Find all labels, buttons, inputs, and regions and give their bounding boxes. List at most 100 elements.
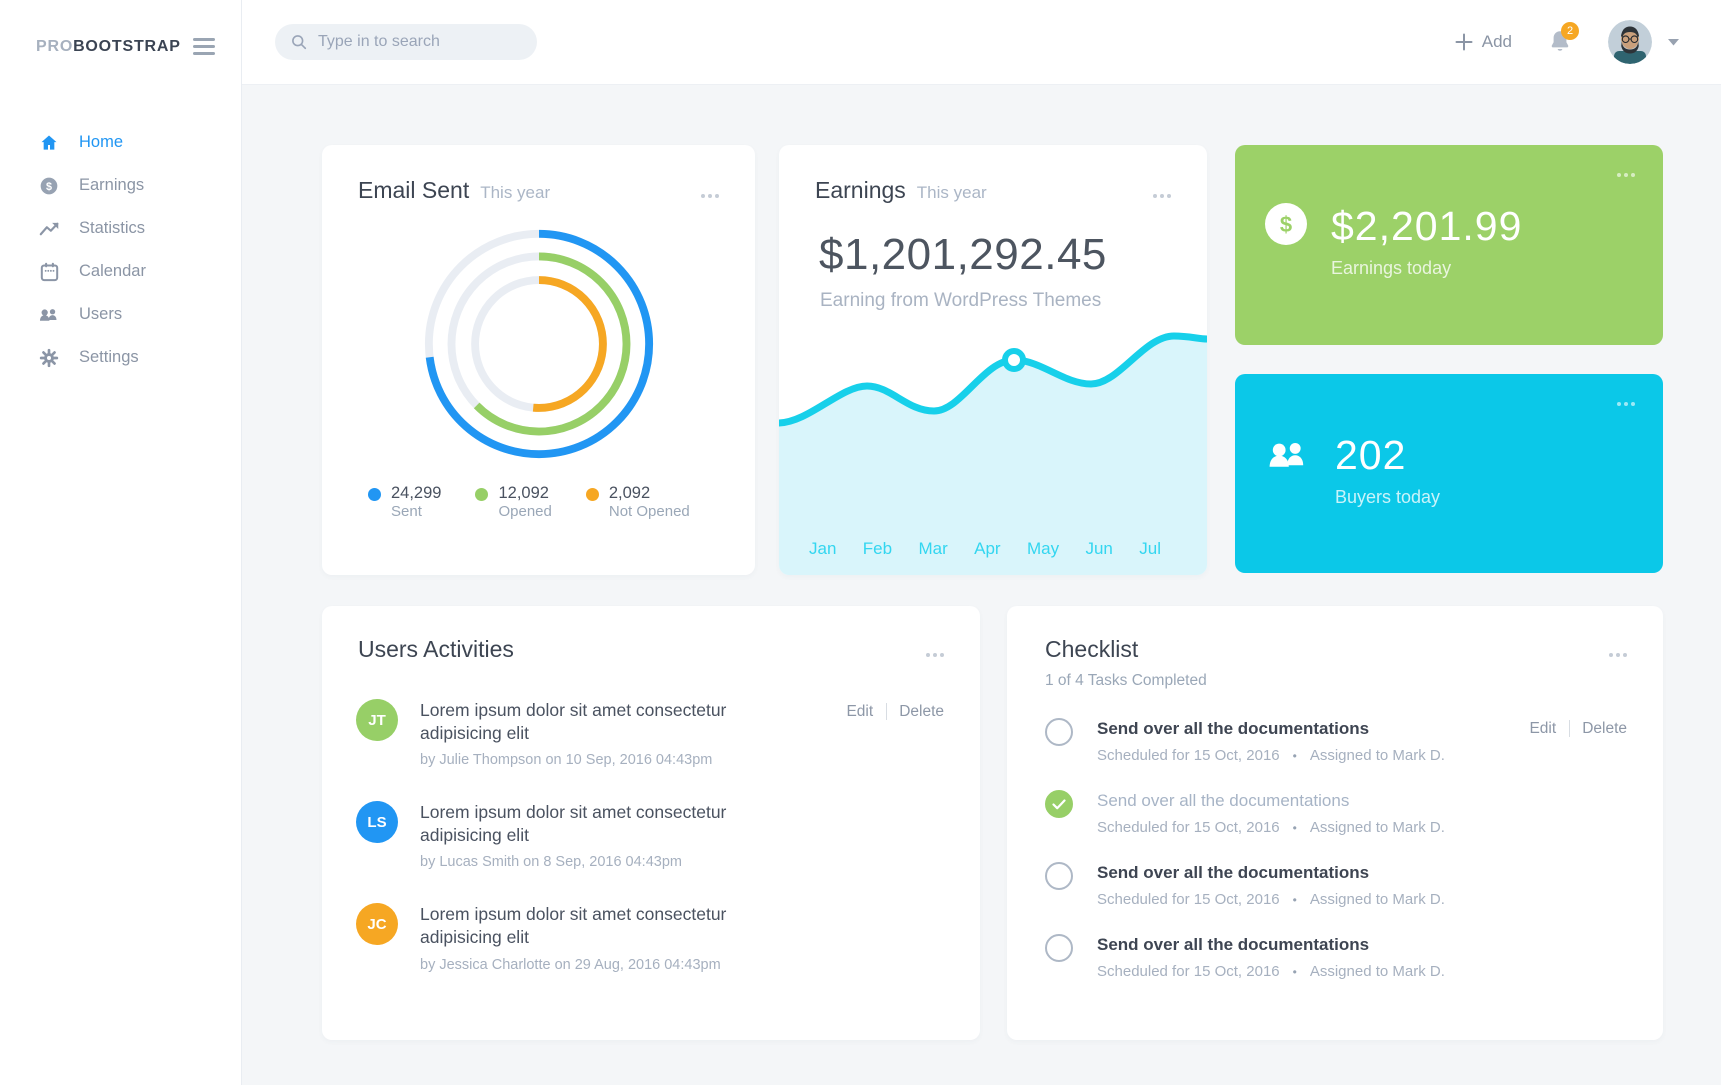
sidebar-item-settings[interactable]: Settings [0, 336, 241, 379]
sidebar-item-label: Home [79, 133, 124, 151]
sidebar-item-calendar[interactable]: Calendar [0, 250, 241, 293]
task-title: Send over all the documentations [1097, 719, 1370, 738]
sidebar-item-label: Statistics [79, 219, 146, 237]
earnings-today-card: $ $2,201.99 Earnings today [1235, 145, 1663, 345]
card-menu-icon[interactable] [923, 649, 944, 661]
card-menu-icon[interactable] [698, 190, 719, 202]
earnings-amount: $1,201,292.45 [819, 230, 1107, 279]
email-sent-period: This year [480, 183, 551, 202]
add-button[interactable]: Add [1455, 32, 1512, 52]
buyers-today-count: 202 [1335, 432, 1407, 478]
axis-label-feb[interactable]: Feb [862, 539, 893, 558]
activity-text: Lorem ipsum dolor sit amet consectetur a… [420, 700, 727, 744]
check-icon [1052, 798, 1066, 809]
earnings-subtitle: Earning from WordPress Themes [820, 290, 1102, 311]
legend-dot-sent [368, 488, 381, 501]
search-box[interactable] [275, 24, 537, 60]
stats-icon [37, 218, 61, 240]
edit-button[interactable]: Edit [846, 703, 888, 720]
sidebar-item-label: Users [79, 305, 123, 323]
task-assigned: Assigned to Mark D. [1309, 963, 1445, 980]
checkbox-circle[interactable] [1045, 718, 1073, 746]
task-scheduled: Scheduled for 15 Oct, 2016 [1097, 963, 1280, 980]
bullet-separator: • [1292, 820, 1297, 835]
avatar-initials: JT [356, 699, 398, 741]
sidebar-item-home[interactable]: Home [0, 121, 241, 164]
email-chart-legend: 24,299 Sent 12,092 Opened 2,092 Not Opened [322, 462, 755, 521]
dollar-circle-icon: $ [1265, 203, 1307, 245]
svg-text:$: $ [1280, 212, 1292, 237]
users-activities-card: Users Activities JT Lorem ipsum dolor si… [322, 606, 980, 1040]
checkbox-circle[interactable] [1045, 862, 1073, 890]
axis-label-jun[interactable]: Jun [1085, 539, 1113, 558]
card-menu-icon[interactable] [1614, 169, 1635, 181]
main-content: Email Sent This year [242, 85, 1721, 1040]
task-title: Send over all the documentations [1097, 791, 1350, 810]
search-icon [290, 33, 308, 51]
sidebar-nav: Home $ Earnings Statistics Calendar [0, 121, 241, 379]
users-icon [1265, 438, 1311, 470]
delete-button[interactable]: Delete [1582, 720, 1627, 737]
axis-label-apr[interactable]: Apr [974, 539, 1001, 558]
legend-value: 2,092 [608, 484, 651, 502]
activity-row: JT Lorem ipsum dolor sit amet consectetu… [356, 699, 944, 768]
axis-label-jan[interactable]: Jan [809, 539, 837, 558]
plus-icon [1455, 33, 1473, 51]
sidebar-item-label: Calendar [79, 262, 146, 280]
legend-value: 24,299 [391, 484, 442, 502]
bullet-separator: • [1292, 748, 1297, 763]
legend-label: Opened [498, 503, 552, 520]
edit-button[interactable]: Edit [1529, 720, 1571, 737]
avatar-initials: LS [356, 801, 398, 844]
axis-label-mar[interactable]: Mar [918, 539, 948, 558]
avatar-initials: JC [356, 903, 398, 946]
donut-ring-opened [447, 252, 630, 436]
donut-ring-not-opened [470, 276, 607, 412]
card-menu-icon[interactable] [1606, 649, 1627, 661]
delete-button[interactable]: Delete [899, 703, 944, 720]
card-menu-icon[interactable] [1614, 398, 1635, 410]
buyers-today-card: 202 Buyers today [1235, 374, 1663, 573]
sidebar: PROBOOTSTRAP Home $ Earnings Statistic [0, 0, 242, 1085]
task-scheduled: Scheduled for 15 Oct, 2016 [1097, 819, 1280, 836]
checkbox-circle-checked[interactable] [1045, 790, 1073, 818]
activity-meta: by Julie Thompson on 10 Sep, 2016 04:43p… [420, 752, 713, 769]
sidebar-item-earnings[interactable]: $ Earnings [0, 164, 241, 207]
search-input[interactable] [318, 33, 518, 51]
axis-label-may[interactable]: May [1026, 539, 1060, 558]
activity-meta: by Lucas Smith on 8 Sep, 2016 04:43pm [420, 854, 682, 871]
earnings-card: Earnings This year $1,201,292.45 Earning… [779, 145, 1207, 575]
task-title: Send over all the documentations [1097, 935, 1370, 954]
topbar: Add 2 [242, 0, 1721, 85]
home-icon [37, 132, 61, 154]
chevron-down-icon[interactable] [1668, 33, 1679, 51]
checkbox-circle[interactable] [1045, 934, 1073, 962]
notifications-button[interactable]: 2 [1548, 22, 1579, 55]
earnings-today-label: Earnings today [1331, 258, 1452, 278]
legend-dot-opened [475, 488, 489, 501]
earnings-area-chart [779, 322, 1207, 575]
dollar-circle-icon: $ [37, 175, 61, 197]
notification-badge: 2 [1561, 22, 1579, 40]
gear-icon [37, 347, 61, 369]
checklist-row: Send over all the documentations Schedul… [1045, 862, 1627, 908]
task-scheduled: Scheduled for 15 Oct, 2016 [1097, 747, 1280, 764]
hamburger-menu-icon[interactable] [191, 32, 217, 61]
calendar-icon [37, 261, 61, 283]
sidebar-item-statistics[interactable]: Statistics [0, 207, 241, 250]
brand-logo: PROBOOTSTRAP [36, 38, 181, 56]
users-icon [37, 304, 61, 326]
checklist-row: Send over all the documentations Schedul… [1045, 718, 1627, 764]
avatar[interactable] [1608, 20, 1652, 64]
sidebar-item-label: Settings [79, 348, 139, 366]
checklist-title: Checklist [1045, 636, 1139, 662]
checklist-row: Send over all the documentations Schedul… [1045, 934, 1627, 980]
axis-label-jul[interactable]: Jul [1139, 539, 1161, 558]
legend-item-opened: 12,092 Opened [475, 484, 552, 521]
card-menu-icon[interactable] [1150, 190, 1171, 202]
sidebar-item-users[interactable]: Users [0, 293, 241, 336]
legend-label: Sent [391, 503, 422, 520]
activity-row: LS Lorem ipsum dolor sit amet consectetu… [356, 801, 944, 870]
checklist-card: Checklist 1 of 4 Tasks Completed Send ov… [1007, 606, 1663, 1040]
